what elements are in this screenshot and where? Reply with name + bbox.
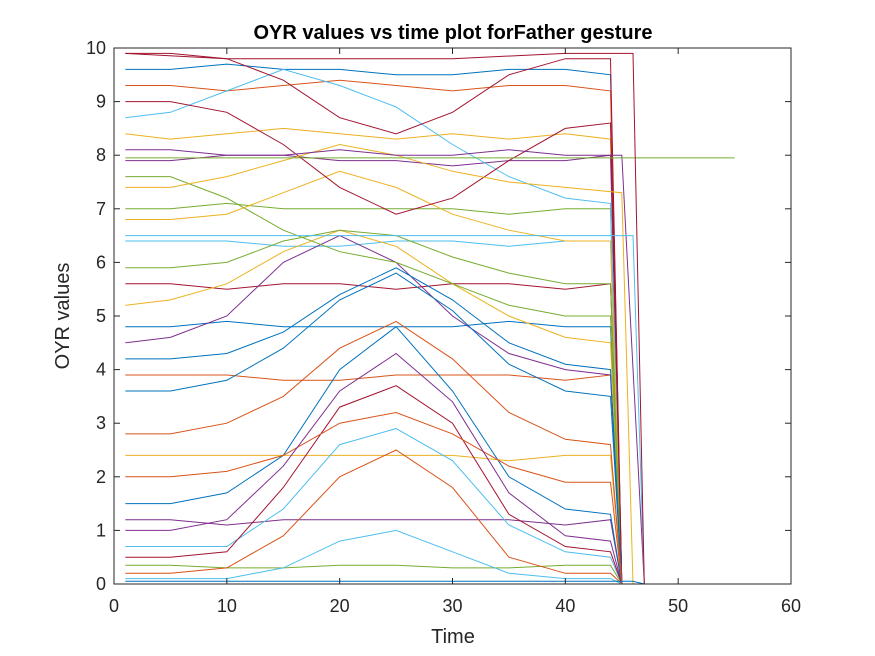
y-tick-label: 8 <box>96 145 106 165</box>
y-tick-label: 4 <box>96 360 106 380</box>
y-ticks: 0 1 2 3 4 5 6 7 8 9 10 <box>86 38 791 594</box>
series-line-35 <box>125 52 645 585</box>
y-tick-label: 2 <box>96 467 106 487</box>
series-line-19 <box>125 176 645 585</box>
series-line-32 <box>125 149 645 585</box>
x-tick-label: 60 <box>781 596 801 616</box>
series-line-23 <box>125 411 645 585</box>
y-tick-label: 9 <box>96 92 106 112</box>
series-layer <box>125 52 735 585</box>
y-tick-label: 6 <box>96 252 106 272</box>
y-tick-label: 0 <box>96 574 106 594</box>
series-line-15 <box>125 326 645 585</box>
y-tick-label: 1 <box>96 520 106 540</box>
y-tick-label: 3 <box>96 413 106 433</box>
series-line-28 <box>125 101 645 585</box>
x-axis-label: Time <box>431 626 475 648</box>
y-tick-label: 10 <box>86 38 106 58</box>
series-line-30 <box>125 320 645 585</box>
y-tick-label: 5 <box>96 306 106 326</box>
chart-title: OYR values vs time plot forFather gestur… <box>254 22 653 44</box>
series-line-10 <box>125 454 645 585</box>
x-ticks: 0 10 20 30 40 50 60 <box>109 48 801 616</box>
series-line-17 <box>125 229 645 585</box>
series-line-27 <box>125 529 645 585</box>
series-line-22 <box>125 272 645 585</box>
x-tick-label: 50 <box>668 596 688 616</box>
series-line-2 <box>125 79 645 585</box>
series-line-25 <box>125 352 645 585</box>
series-line-16 <box>125 449 645 585</box>
x-tick-label: 40 <box>555 596 575 616</box>
series-line-20 <box>125 68 645 585</box>
series-line-12 <box>125 564 645 585</box>
x-tick-label: 0 <box>109 596 119 616</box>
y-tick-label: 7 <box>96 199 106 219</box>
series-line-11 <box>125 519 645 585</box>
series-line-26 <box>125 229 645 585</box>
series-line-14 <box>125 385 645 585</box>
x-tick-label: 30 <box>442 596 462 616</box>
series-line-34 <box>125 235 645 585</box>
series-line-29 <box>125 267 645 585</box>
x-tick-label: 20 <box>330 596 350 616</box>
series-line-13 <box>125 428 645 585</box>
x-tick-label: 10 <box>217 596 237 616</box>
y-axis-label: OYR values <box>52 263 74 370</box>
series-line-24 <box>125 170 645 585</box>
